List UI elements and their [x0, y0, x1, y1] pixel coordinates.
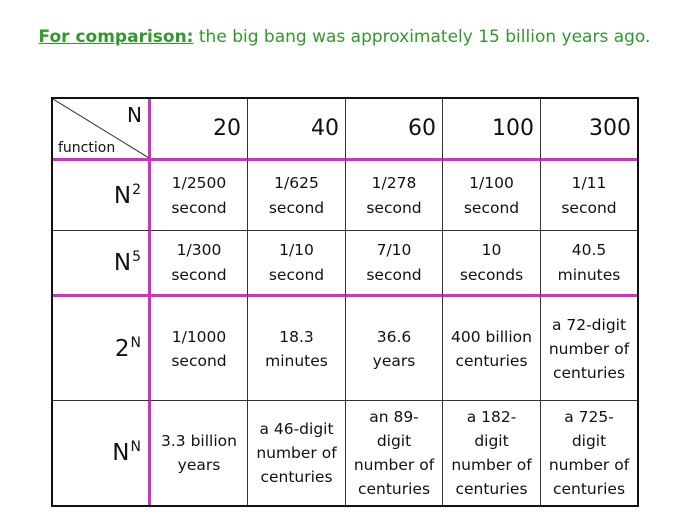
table-cell: a 46-digit number of centuries [248, 401, 346, 505]
row-base: N [112, 440, 130, 466]
row-exponent: N [130, 439, 141, 455]
table-cell: 1/300 second [151, 231, 248, 297]
table-cell: 1/278 second [346, 161, 443, 231]
column-header: 20 [151, 99, 248, 161]
row-exponent: 2 [132, 181, 141, 198]
table-cell: 1/2500 second [151, 161, 248, 231]
table-cell: 1/11 second [541, 161, 637, 231]
corner-column-label: N [127, 103, 142, 127]
row-exponent: N [130, 334, 141, 351]
table-cell: an 89- digit number of centuries [346, 401, 443, 505]
table-cell: a 72-digit number of centuries [541, 297, 637, 401]
row-exponent: 5 [132, 248, 141, 265]
table-cell: a 182- digit number of centuries [443, 401, 541, 505]
row-base: N [113, 182, 132, 209]
caption-text: the big bang was approximately 15 billio… [193, 27, 651, 47]
column-header: 100 [443, 99, 541, 161]
table-cell: 1/100 second [443, 161, 541, 231]
caption-lead: For comparison: [38, 27, 194, 47]
comparison-caption: For comparison: the big bang was approxi… [0, 27, 689, 47]
table-cell: 400 billion centuries [443, 297, 541, 401]
table-cell: 18.3 minutes [248, 297, 346, 401]
table-cell: 1/1000 second [151, 297, 248, 401]
corner-diagonal [53, 99, 149, 158]
table-cell: 1/625 second [248, 161, 346, 231]
column-header: 60 [346, 99, 443, 161]
corner-row-label: function [58, 140, 116, 156]
column-header: 40 [248, 99, 346, 161]
table-cell: 40.5 minutes [541, 231, 637, 297]
table-cell: a 725- digit number of centuries [548, 408, 630, 498]
table-cell: 36.6 years [346, 297, 443, 401]
table-cell: 1/10 second [248, 231, 346, 297]
row-base: N [113, 249, 132, 276]
table-cell: 10 seconds [443, 231, 541, 297]
corner-header: N function [53, 99, 151, 161]
table-cell: 3.3 billion years [151, 401, 248, 505]
column-header: 300 [541, 99, 637, 161]
table-cell: 7/10 second [346, 231, 443, 297]
row-base: 2 [114, 335, 130, 362]
